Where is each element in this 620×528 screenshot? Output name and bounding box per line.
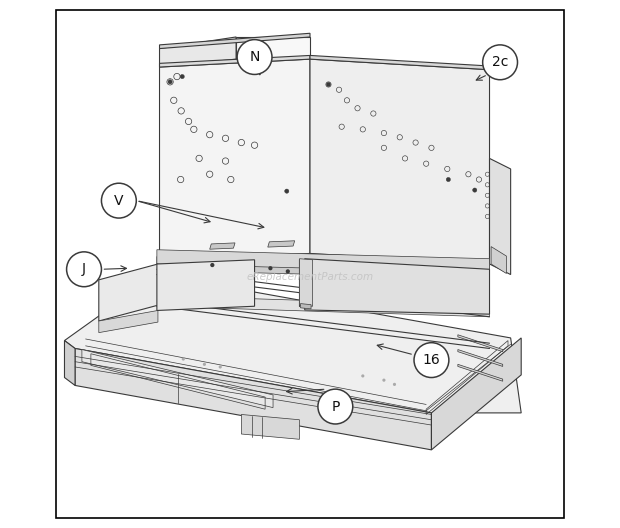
Circle shape — [482, 45, 518, 80]
Polygon shape — [241, 414, 299, 439]
Polygon shape — [159, 37, 236, 67]
Polygon shape — [310, 55, 490, 70]
Circle shape — [102, 183, 136, 218]
Polygon shape — [159, 33, 310, 49]
Polygon shape — [458, 335, 503, 352]
Polygon shape — [64, 275, 521, 413]
Circle shape — [210, 263, 215, 267]
Polygon shape — [99, 264, 158, 321]
Polygon shape — [268, 241, 294, 247]
Polygon shape — [157, 250, 490, 273]
Circle shape — [203, 363, 206, 366]
Polygon shape — [301, 304, 311, 309]
Polygon shape — [157, 296, 490, 317]
Text: 2c: 2c — [492, 55, 508, 69]
Circle shape — [182, 357, 185, 361]
Polygon shape — [159, 55, 310, 67]
Circle shape — [168, 80, 172, 84]
Polygon shape — [210, 243, 235, 249]
Polygon shape — [299, 259, 312, 306]
Circle shape — [472, 188, 477, 192]
Polygon shape — [157, 257, 490, 279]
Text: P: P — [331, 400, 340, 413]
Circle shape — [180, 74, 184, 79]
Circle shape — [361, 374, 365, 378]
Circle shape — [237, 40, 272, 74]
Circle shape — [446, 177, 451, 182]
Circle shape — [414, 343, 449, 378]
Polygon shape — [491, 247, 507, 274]
Polygon shape — [304, 259, 490, 314]
Circle shape — [268, 266, 273, 270]
Polygon shape — [99, 310, 158, 333]
Polygon shape — [458, 350, 503, 366]
Polygon shape — [310, 59, 490, 264]
Text: V: V — [114, 194, 123, 208]
Text: N: N — [249, 50, 260, 64]
Circle shape — [285, 189, 289, 193]
Circle shape — [66, 252, 102, 287]
Circle shape — [286, 269, 290, 274]
Circle shape — [393, 383, 396, 386]
Polygon shape — [236, 37, 310, 59]
Circle shape — [219, 365, 222, 369]
Text: J: J — [82, 262, 86, 276]
Circle shape — [318, 389, 353, 424]
Circle shape — [383, 379, 386, 382]
Polygon shape — [157, 260, 255, 310]
Polygon shape — [432, 338, 521, 450]
Polygon shape — [82, 350, 273, 408]
Polygon shape — [75, 348, 432, 450]
Polygon shape — [64, 341, 75, 385]
Circle shape — [326, 82, 330, 87]
Text: eReplacementParts.com: eReplacementParts.com — [246, 272, 374, 282]
Polygon shape — [490, 158, 511, 275]
Polygon shape — [159, 59, 310, 261]
Polygon shape — [458, 364, 503, 381]
Text: 16: 16 — [423, 353, 440, 367]
